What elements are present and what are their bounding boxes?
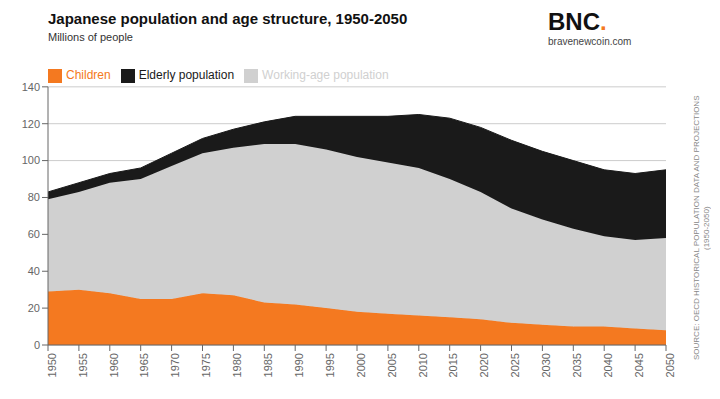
svg-text:20: 20: [28, 302, 40, 314]
svg-text:1980: 1980: [231, 353, 243, 377]
svg-text:1995: 1995: [324, 353, 336, 377]
svg-text:1970: 1970: [169, 353, 181, 377]
html-text:(1950-2050): (1950-2050): [702, 206, 711, 250]
svg-text:1955: 1955: [77, 353, 89, 377]
svg-text:2050: 2050: [664, 353, 676, 377]
svg-text:2020: 2020: [478, 353, 490, 377]
svg-text:1985: 1985: [262, 353, 274, 377]
svg-text:60: 60: [28, 228, 40, 240]
html-text:Children: Children: [66, 68, 111, 82]
svg-text:2035: 2035: [571, 353, 583, 377]
html-text:bravenewcoin.com: bravenewcoin.com: [548, 36, 632, 47]
svg-text:1975: 1975: [200, 353, 212, 377]
svg-text:1990: 1990: [293, 353, 305, 377]
svg-text:2015: 2015: [448, 353, 460, 377]
svg-text:2005: 2005: [386, 353, 398, 377]
svg-text:2045: 2045: [633, 353, 645, 377]
svg-text:1950: 1950: [46, 353, 58, 377]
svg-text:120: 120: [22, 118, 40, 130]
svg-text:2040: 2040: [602, 353, 614, 377]
svg-text:1960: 1960: [108, 353, 120, 377]
html-text:Working-age population: Working-age population: [262, 68, 389, 82]
svg-text:140: 140: [22, 81, 40, 93]
html-text:BNC.: BNC.: [548, 8, 607, 35]
svg-text:2000: 2000: [355, 353, 367, 377]
html-text:Japanese population and age st: Japanese population and age structure, 1…: [48, 10, 408, 27]
html-text:Elderly population: Elderly population: [138, 68, 235, 82]
svg-text:2030: 2030: [540, 353, 552, 377]
svg-text:40: 40: [28, 265, 40, 277]
svg-text:0: 0: [34, 339, 40, 351]
svg-text:2025: 2025: [509, 353, 521, 377]
html-text:SOURCE: OECD HISTORICAL POPULA: SOURCE: OECD HISTORICAL POPULATION DATA …: [692, 95, 701, 361]
svg-text:2010: 2010: [417, 353, 429, 377]
svg-text:1965: 1965: [139, 353, 151, 377]
svg-text:80: 80: [28, 191, 40, 203]
svg-text:100: 100: [22, 154, 40, 166]
html-text:Millions of people: Millions of people: [48, 31, 133, 43]
